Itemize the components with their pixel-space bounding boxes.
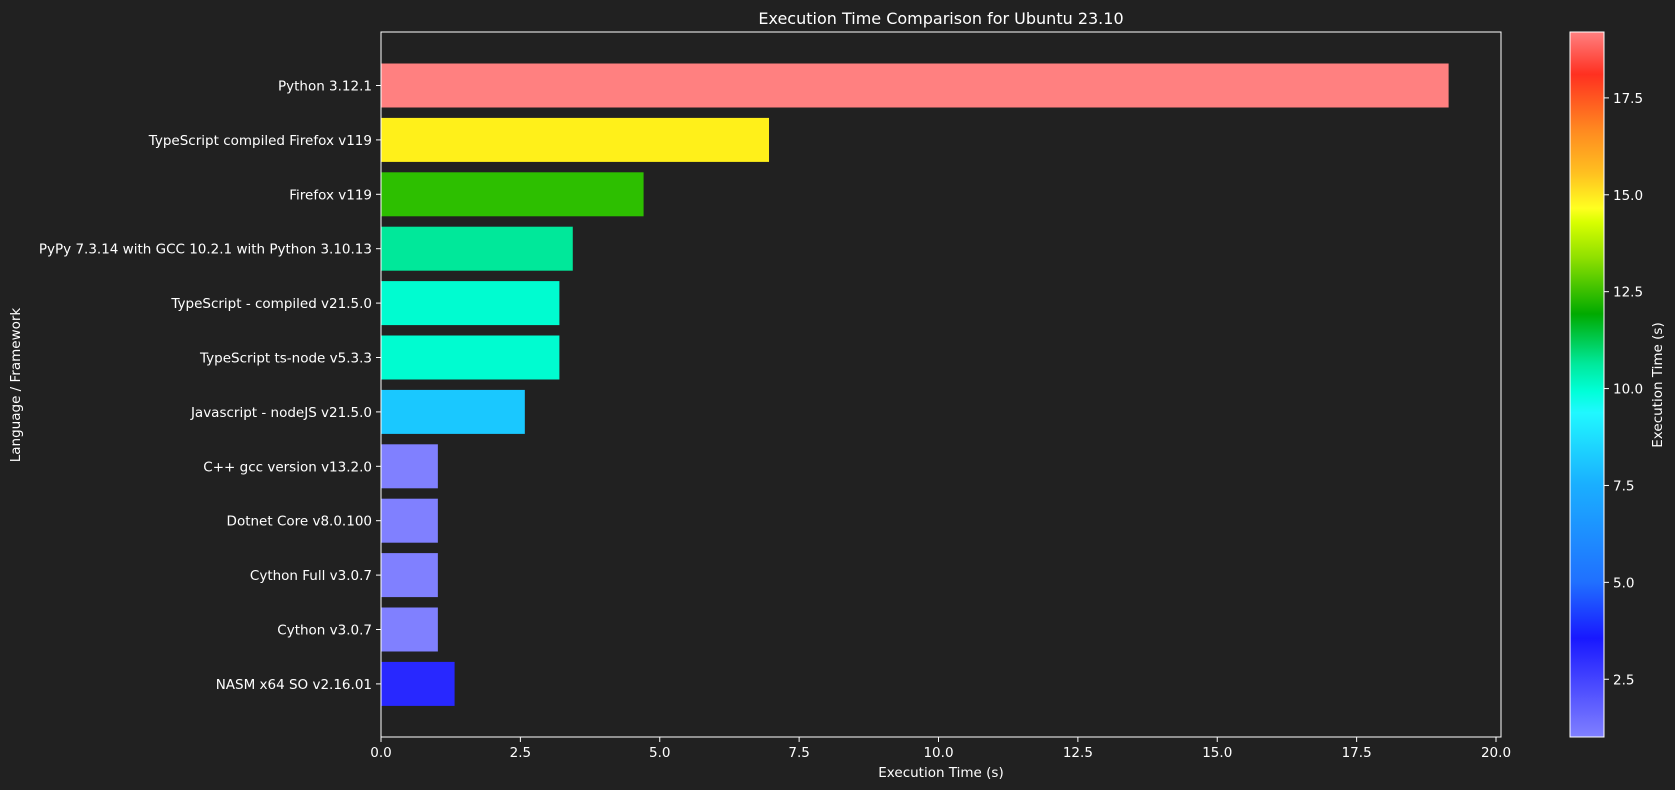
bar [381, 281, 560, 326]
x-axis-label: Execution Time (s) [878, 765, 1003, 781]
bar [381, 335, 560, 380]
y-tick-label: PyPy 7.3.14 with GCC 10.2.1 with Python … [39, 242, 372, 258]
y-tick-label: TypeScript compiled Firefox v119 [148, 133, 372, 149]
colorbar-tick-label: 15.0 [1613, 188, 1643, 204]
chart-title: Execution Time Comparison for Ubuntu 23.… [758, 9, 1123, 28]
colorbar-tick-label: 12.5 [1613, 285, 1643, 301]
colorbar-tick-label: 17.5 [1613, 91, 1643, 107]
colorbar-label: Execution Time (s) [1650, 322, 1666, 447]
y-tick-label: Dotnet Core v8.0.100 [227, 514, 372, 530]
y-tick-label: C++ gcc version v13.2.0 [203, 459, 372, 475]
plot-frame [380, 31, 1502, 738]
x-tick-label: 5.0 [649, 745, 670, 761]
x-tick-label: 20.0 [1481, 745, 1511, 761]
colorbar-tick-label: 5.0 [1613, 575, 1634, 591]
bar [381, 444, 438, 489]
bar [381, 661, 455, 706]
x-tick-label: 15.0 [1202, 745, 1232, 761]
bar [381, 63, 1449, 108]
bar [381, 607, 438, 652]
y-axis-label: Language / Framework [8, 308, 24, 463]
x-tick-label: 17.5 [1342, 745, 1372, 761]
x-tick-label: 0.0 [370, 745, 391, 761]
bar [381, 389, 525, 434]
bar [381, 117, 770, 162]
bar [381, 172, 644, 217]
colorbar-tick-label: 7.5 [1613, 478, 1634, 494]
y-tick-label: TypeScript - compiled v21.5.0 [170, 296, 372, 312]
colorbar [1569, 31, 1605, 738]
x-tick-label: 7.5 [788, 745, 809, 761]
x-tick-label: 2.5 [510, 745, 531, 761]
bar [381, 498, 438, 543]
x-tick-label: 12.5 [1063, 745, 1093, 761]
y-tick-label: TypeScript ts-node v5.3.3 [199, 351, 372, 367]
y-tick-label: Javascript - nodeJS v21.5.0 [190, 405, 372, 421]
colorbar-tick-label: 10.0 [1613, 382, 1643, 398]
bar [381, 226, 573, 271]
colorbar-tick-label: 2.5 [1613, 672, 1634, 688]
y-tick-label: Python 3.12.1 [278, 79, 372, 95]
bar [381, 553, 438, 598]
y-tick-label: Cython v3.0.7 [277, 623, 372, 639]
x-tick-label: 10.0 [923, 745, 953, 761]
y-tick-label: NASM x64 SO v2.16.01 [216, 677, 372, 693]
y-tick-label: Cython Full v3.0.7 [250, 568, 372, 584]
y-tick-label: Firefox v119 [289, 187, 372, 203]
